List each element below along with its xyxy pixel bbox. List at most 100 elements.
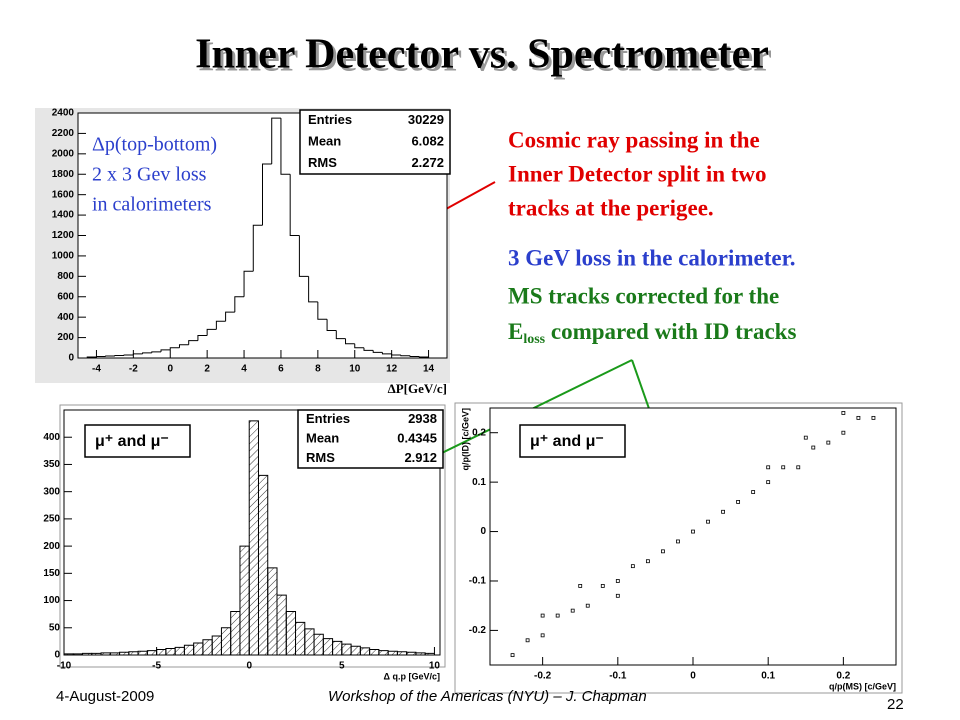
histogram-bin [160, 349, 171, 352]
y-tick-label: 1000 [52, 251, 75, 262]
histogram-bin [400, 354, 411, 357]
y-tick-label: -0.2 [469, 625, 487, 636]
y-tick-label: 1200 [52, 230, 75, 241]
x-tick-label: -0.1 [609, 671, 627, 682]
text-line: 3 GeV loss in the calorimeter. [508, 245, 795, 270]
histogram-bin [132, 353, 143, 355]
x-tick-label: -5 [152, 661, 161, 672]
point [766, 465, 771, 470]
subscript: loss [523, 332, 545, 347]
annotation: 2 x 3 Gev loss [92, 164, 207, 186]
histogram-bin [123, 354, 134, 356]
histogram-bin [372, 350, 383, 353]
histogram-bin [391, 353, 401, 356]
histogram-bin [105, 355, 115, 357]
histogram-bin [298, 235, 309, 277]
histogram-bin [215, 320, 226, 330]
x-tick-label: 6 [278, 364, 284, 375]
histogram-bin [418, 356, 430, 358]
point [796, 465, 801, 470]
annotation: Δp(top-bottom) [92, 134, 217, 156]
histogram-bin [262, 163, 272, 226]
histogram-bin [308, 276, 318, 303]
x-tick-label: -2 [129, 364, 138, 375]
x-tick-label: 2 [204, 364, 210, 375]
histogram-bin [211, 635, 222, 656]
text: compared with ID tracks [545, 319, 796, 344]
y-tick-label: 0 [68, 353, 74, 364]
y-tick-label: 1800 [52, 169, 75, 180]
histogram-bin [409, 355, 420, 357]
point [766, 480, 771, 485]
histogram-bin [234, 296, 245, 313]
annotation: in calorimeters [92, 194, 212, 216]
point [691, 529, 695, 534]
stats-box [297, 409, 444, 469]
x-axis-label: Δ q.p [GeV/c] [384, 671, 440, 681]
histogram-bin [381, 352, 392, 355]
y-tick-label: 400 [57, 312, 74, 323]
histogram-bin [193, 642, 204, 656]
stats-label: Mean [308, 133, 341, 148]
histogram-bin [271, 117, 281, 165]
stats-value: 30229 [408, 112, 444, 127]
y-tick-label: 800 [57, 271, 74, 282]
point [721, 509, 725, 514]
point [803, 435, 808, 440]
stats-box [299, 109, 451, 175]
y-tick-label: 150 [43, 568, 60, 579]
histogram-bin [178, 344, 189, 348]
histogram-bin [146, 650, 158, 656]
y-tick-label: 200 [57, 332, 74, 343]
histogram-bin [341, 643, 352, 656]
histogram-bin [142, 352, 152, 354]
y-tick-label: 50 [49, 622, 61, 633]
y-tick-label: 300 [43, 486, 60, 497]
stats-label: Mean [306, 430, 339, 445]
text-line: Eloss compared with ID tracks [508, 319, 796, 347]
point [781, 465, 786, 470]
point [540, 633, 545, 638]
histogram-bin [267, 567, 278, 656]
histogram-bin [280, 118, 291, 175]
point [510, 653, 515, 658]
y-axis-label: q/p(ID) [c/GeV] [460, 408, 470, 471]
point [645, 559, 650, 564]
histogram-bin [225, 311, 235, 322]
x-tick-label: -4 [92, 364, 101, 375]
page-number: 22 [887, 696, 904, 713]
stats-label: Entries [306, 411, 350, 426]
point [736, 500, 741, 504]
x-tick-label: 0.1 [761, 671, 775, 682]
stats-label: Entries [308, 112, 352, 127]
x-tick-label: 0 [690, 671, 696, 682]
x-tick-label: 5 [339, 661, 345, 672]
footer-date: 4-August-2009 [56, 688, 154, 705]
histogram-bin [114, 354, 125, 356]
x-tick-label: 0 [246, 661, 252, 672]
histogram-bin [345, 338, 355, 345]
text-line: Cosmic ray passing in the [508, 127, 760, 152]
y-tick-label: 600 [57, 291, 74, 302]
histogram-bin [248, 420, 259, 656]
x-tick-label: 0 [167, 364, 173, 375]
histogram-bin [156, 649, 167, 656]
stats-value: 2.272 [411, 155, 444, 170]
histogram-bin [326, 319, 337, 331]
text-line: tracks at the perigee. [508, 195, 714, 220]
histogram-bin [295, 621, 306, 656]
point [578, 584, 583, 588]
histogram-bin [197, 335, 208, 341]
y-tick-label: 350 [43, 459, 60, 470]
histogram-bin [387, 650, 398, 656]
x-tick-label: 10 [429, 661, 441, 672]
stats-value: 6.082 [411, 133, 444, 148]
x-tick-label: 8 [315, 364, 321, 375]
y-tick-label: 2000 [52, 148, 75, 159]
histogram-bin [396, 651, 408, 656]
histogram-bin [406, 651, 417, 656]
description: Cosmic ray passing in the Inner Detector… [508, 127, 796, 347]
y-tick-label: 2400 [52, 108, 75, 119]
histogram-bin [230, 610, 241, 656]
